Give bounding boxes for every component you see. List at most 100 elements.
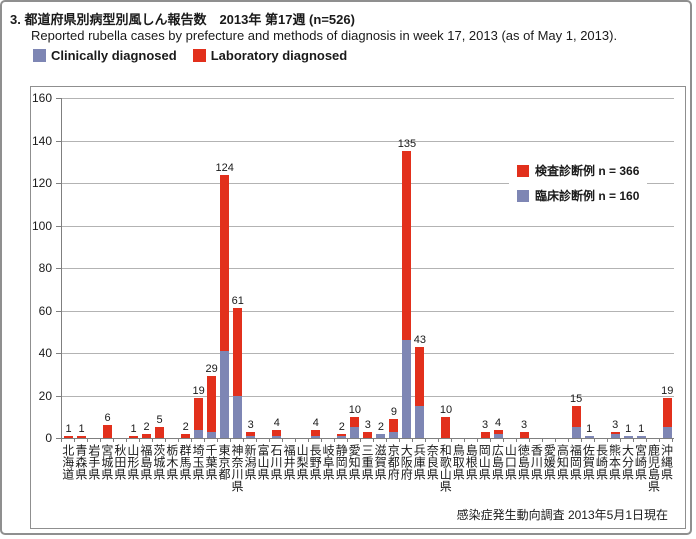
x-axis-label: 和歌山県 <box>438 444 452 492</box>
stacked-bar <box>155 427 165 438</box>
bar-column <box>88 98 101 438</box>
stacked-bar <box>441 416 451 438</box>
stacked-bar <box>415 346 425 438</box>
bar-column <box>557 98 570 438</box>
bar-column: 61 <box>231 98 244 438</box>
x-axis-label: 北海道 <box>61 444 75 492</box>
bar-value-label: 135 <box>397 138 417 151</box>
bar-column: 19 <box>192 98 205 438</box>
stacked-bar <box>584 435 594 438</box>
y-axis-tick <box>56 140 61 142</box>
bar-column <box>544 98 557 438</box>
y-axis-tick <box>56 268 61 269</box>
x-axis-tick <box>153 439 166 442</box>
prefecture-name: 鹿児島県 <box>646 444 661 492</box>
clinical-segment <box>207 431 217 438</box>
bar-column: 2 <box>335 98 348 438</box>
bar-column: 4 <box>270 98 283 438</box>
x-axis-tick <box>179 439 192 442</box>
prefecture-name: 秋田県 <box>112 444 127 480</box>
bar-value-label: 124 <box>215 161 234 174</box>
bar-column: 1 <box>583 98 596 438</box>
y-axis-tick <box>56 353 61 354</box>
bar-columns: 1 1 6 1 2 5 2 19 29 124 61 3 4 4 2 10 3 2 9 135 43 10 3 4 3 15 1 3 1… <box>62 98 674 438</box>
clinical-segment <box>233 395 243 438</box>
bar-column: 10 <box>348 98 361 438</box>
stacked-bar <box>623 435 633 438</box>
x-axis-label: 山梨県 <box>295 444 309 492</box>
bar-column: 3 <box>244 98 257 438</box>
x-axis-label: 熊本県 <box>607 444 622 492</box>
x-axis-tick <box>608 439 621 442</box>
x-axis-label: 福島県 <box>138 444 153 492</box>
prefecture-name: 福岡県 <box>568 444 583 480</box>
x-axis-label: 山形県 <box>126 444 140 492</box>
x-axis-tick <box>374 439 387 442</box>
prefecture-name: 大分県 <box>620 444 635 480</box>
x-axis-tick <box>543 439 556 442</box>
page-subtitle: Reported rubella cases by prefecture and… <box>31 28 618 43</box>
laboratory-segment <box>519 431 529 438</box>
clinical-segment <box>623 435 633 438</box>
x-axis-ticks <box>61 439 673 442</box>
bar-value-label: 4 <box>494 416 502 429</box>
inner-legend-laboratory-label: 検査診断例 n = 366 <box>535 164 640 178</box>
prefecture-name: 石川県 <box>269 444 284 480</box>
stacked-bar <box>220 174 230 438</box>
x-axis-label: 滋賀県 <box>373 444 388 492</box>
bar-value-label: 1 <box>78 422 85 435</box>
bar-column: 124 <box>215 98 234 438</box>
laboratory-segment <box>77 435 87 438</box>
prefecture-name: 東京都 <box>216 444 231 480</box>
x-axis-tick <box>582 439 595 442</box>
bar-value-label: 1 <box>638 422 645 435</box>
x-axis-tick <box>166 439 179 442</box>
bar-column: 135 <box>397 98 417 438</box>
laboratory-segment <box>350 416 360 428</box>
bar-value-label: 2 <box>143 420 150 433</box>
x-axis-labels: 北海道 青森県 岩手県 宮城県 秋田県 山形県 福島県 茨城県 栃木県 群馬県 埼玉県 千葉県 東京都神… <box>61 444 674 492</box>
stacked-bar <box>519 431 529 438</box>
x-axis-tick <box>231 439 244 442</box>
gridline <box>62 140 674 142</box>
clinical-segment <box>376 433 386 438</box>
x-axis-label: 長崎県 <box>594 444 608 492</box>
x-axis-label: 徳島県 <box>516 444 530 492</box>
x-axis-label: 大分県 <box>620 444 635 492</box>
x-axis-tick <box>647 439 660 442</box>
bar-value-label: 43 <box>413 333 427 346</box>
prefecture-name: 島根県 <box>464 444 479 480</box>
laboratory-segment <box>311 429 321 436</box>
laboratory-segment <box>363 431 373 438</box>
x-axis-label: 新潟県 <box>243 444 257 492</box>
prefecture-name: 滋賀県 <box>373 444 388 480</box>
stacked-bar <box>350 416 360 438</box>
prefecture-name: 愛知県 <box>347 444 362 480</box>
bar-column <box>296 98 309 438</box>
stacked-bar <box>636 435 646 438</box>
x-axis-label: 愛媛県 <box>542 444 556 492</box>
stacked-bar <box>311 429 321 438</box>
y-axis-tick <box>56 395 61 397</box>
x-axis-label: 青森県 <box>74 444 88 492</box>
bar-value-label: 61 <box>231 295 244 308</box>
clinical-segment <box>493 433 503 438</box>
x-axis-label: 岐阜県 <box>321 444 335 492</box>
x-axis-label: 大阪府 <box>399 444 413 492</box>
prefecture-name: 群馬県 <box>177 444 192 480</box>
laboratory-swatch-icon <box>517 164 529 177</box>
stacked-bar <box>181 433 191 438</box>
legend-item-laboratory: Laboratory diagnosed <box>192 48 347 63</box>
clinical-segment <box>246 435 256 438</box>
prefecture-name: 沖縄県 <box>659 444 674 480</box>
x-axis-label: 愛知県 <box>347 444 362 492</box>
prefecture-name: 福島県 <box>138 444 153 480</box>
bar-column: 6 <box>101 98 114 438</box>
x-axis-label: 栃木県 <box>165 444 179 492</box>
prefecture-name: 熊本県 <box>607 444 622 480</box>
laboratory-segment <box>246 431 256 436</box>
stacked-bar <box>402 151 412 438</box>
x-axis-tick <box>296 439 309 442</box>
bar-column: 9 <box>387 98 400 438</box>
laboratory-segment <box>610 431 620 434</box>
